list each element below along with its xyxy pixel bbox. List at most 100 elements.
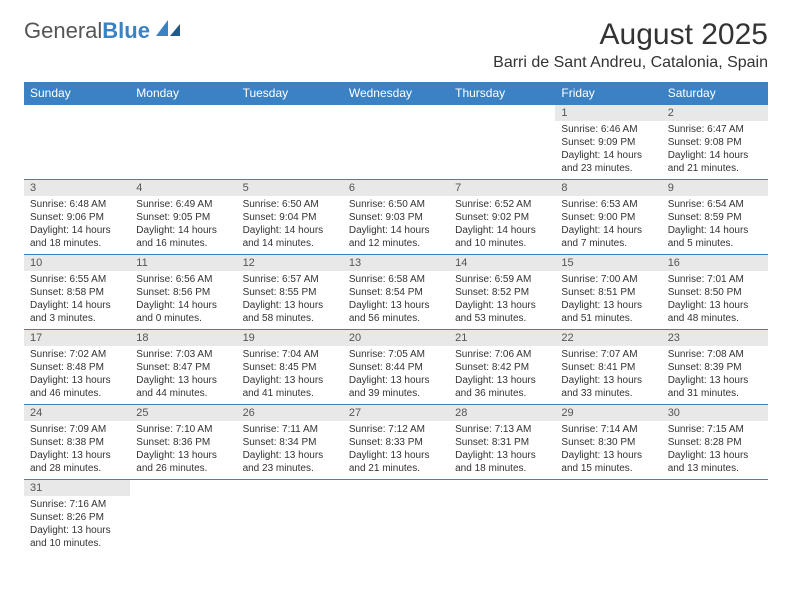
sunset-text: Sunset: 8:51 PM (561, 286, 655, 299)
day-number-cell: 3 (24, 180, 130, 197)
sunrise-text: Sunrise: 6:57 AM (243, 273, 337, 286)
day-content-cell (662, 496, 768, 554)
sunset-text: Sunset: 8:45 PM (243, 361, 337, 374)
day-content-cell (343, 496, 449, 554)
daylight-text: Daylight: 13 hours and 21 minutes. (349, 449, 443, 475)
daylight-text: Daylight: 13 hours and 53 minutes. (455, 299, 549, 325)
daynum-row: 3456789 (24, 180, 768, 197)
day-content-cell: Sunrise: 7:11 AMSunset: 8:34 PMDaylight:… (237, 421, 343, 480)
day-number-cell: 28 (449, 405, 555, 422)
daynum-row: 31 (24, 480, 768, 497)
sunset-text: Sunset: 8:59 PM (668, 211, 762, 224)
daynum-row: 10111213141516 (24, 255, 768, 272)
daynum-row: 12 (24, 105, 768, 122)
sunset-text: Sunset: 8:48 PM (30, 361, 124, 374)
day-number-cell (24, 105, 130, 122)
sunset-text: Sunset: 8:55 PM (243, 286, 337, 299)
daylight-text: Daylight: 13 hours and 58 minutes. (243, 299, 337, 325)
day-number-cell: 12 (237, 255, 343, 272)
daylight-text: Daylight: 13 hours and 23 minutes. (243, 449, 337, 475)
day-number-cell (343, 480, 449, 497)
day-content-cell: Sunrise: 6:46 AMSunset: 9:09 PMDaylight:… (555, 121, 661, 180)
sunrise-text: Sunrise: 7:03 AM (136, 348, 230, 361)
day-content-cell: Sunrise: 7:12 AMSunset: 8:33 PMDaylight:… (343, 421, 449, 480)
daylight-text: Daylight: 14 hours and 21 minutes. (668, 149, 762, 175)
day-number-cell (449, 480, 555, 497)
day-number-cell: 2 (662, 105, 768, 122)
day-content-cell: Sunrise: 6:59 AMSunset: 8:52 PMDaylight:… (449, 271, 555, 330)
content-row: Sunrise: 7:16 AMSunset: 8:26 PMDaylight:… (24, 496, 768, 554)
daylight-text: Daylight: 13 hours and 33 minutes. (561, 374, 655, 400)
content-row: Sunrise: 6:48 AMSunset: 9:06 PM Daylight:… (24, 196, 768, 255)
day-content-cell (24, 121, 130, 180)
day-number-cell: 10 (24, 255, 130, 272)
daylight-text: Daylight: 14 hours and 16 minutes. (136, 224, 230, 250)
day-content-cell (343, 121, 449, 180)
day-number-cell: 24 (24, 405, 130, 422)
day-number-cell (662, 480, 768, 497)
day-number-cell: 14 (449, 255, 555, 272)
day-content-cell: Sunrise: 6:50 AMSunset: 9:04 PMDaylight:… (237, 196, 343, 255)
sunset-text: Sunset: 9:08 PM (668, 136, 762, 149)
sunrise-text: Sunrise: 7:07 AM (561, 348, 655, 361)
day-header: Thursday (449, 82, 555, 105)
sunset-text: Sunset: 8:56 PM (136, 286, 230, 299)
day-number-cell: 1 (555, 105, 661, 122)
daynum-row: 24252627282930 (24, 405, 768, 422)
day-content-cell: Sunrise: 7:06 AMSunset: 8:42 PMDaylight:… (449, 346, 555, 405)
daylight-text: Daylight: 14 hours and 23 minutes. (561, 149, 655, 175)
daylight-text: Daylight: 14 hours and 12 minutes. (349, 224, 443, 250)
sunset-text: Sunset: 8:38 PM (30, 436, 124, 449)
daylight-text: Daylight: 13 hours and 31 minutes. (668, 374, 762, 400)
sunset-text: Sunset: 8:47 PM (136, 361, 230, 374)
day-number-cell: 19 (237, 330, 343, 347)
logo-part1: General (24, 18, 102, 43)
location: Barri de Sant Andreu, Catalonia, Spain (493, 54, 768, 72)
content-row: Sunrise: 7:09 AMSunset: 8:38 PMDaylight:… (24, 421, 768, 480)
sunrise-text: Sunrise: 7:11 AM (243, 423, 337, 436)
day-content-cell: Sunrise: 7:01 AMSunset: 8:50 PMDaylight:… (662, 271, 768, 330)
sunset-text: Sunset: 8:28 PM (668, 436, 762, 449)
sunset-text: Sunset: 8:52 PM (455, 286, 549, 299)
logo-text: GeneralBlue (24, 18, 150, 44)
logo-part2: Blue (102, 18, 150, 43)
day-number-cell: 13 (343, 255, 449, 272)
sunrise-text: Sunrise: 7:05 AM (349, 348, 443, 361)
daylight-text: Daylight: 14 hours and 3 minutes. (30, 299, 124, 325)
day-number-cell: 31 (24, 480, 130, 497)
content-row: Sunrise: 6:55 AMSunset: 8:58 PMDaylight:… (24, 271, 768, 330)
day-content-cell: Sunrise: 6:49 AMSunset: 9:05 PMDaylight:… (130, 196, 236, 255)
sunrise-text: Sunrise: 7:14 AM (561, 423, 655, 436)
daylight-text: Daylight: 13 hours and 48 minutes. (668, 299, 762, 325)
sunrise-text: Sunrise: 6:48 AM (30, 198, 124, 211)
daylight-text: Daylight: 13 hours and 28 minutes. (30, 449, 124, 475)
sunset-text: Sunset: 8:39 PM (668, 361, 762, 374)
title-block: August 2025 Barri de Sant Andreu, Catalo… (493, 18, 768, 72)
calendar-table: SundayMondayTuesdayWednesdayThursdayFrid… (24, 82, 768, 554)
day-number-cell (343, 105, 449, 122)
sunset-text: Sunset: 8:58 PM (30, 286, 124, 299)
sunrise-text: Sunrise: 6:53 AM (561, 198, 655, 211)
day-content-cell: Sunrise: 6:52 AMSunset: 9:02 PMDaylight:… (449, 196, 555, 255)
day-number-cell (449, 105, 555, 122)
daylight-text: Daylight: 13 hours and 15 minutes. (561, 449, 655, 475)
sunset-text: Sunset: 9:06 PM (30, 211, 124, 224)
day-number-cell: 11 (130, 255, 236, 272)
sunrise-text: Sunrise: 7:09 AM (30, 423, 124, 436)
sunset-text: Sunset: 9:05 PM (136, 211, 230, 224)
day-content-cell: Sunrise: 6:57 AMSunset: 8:55 PMDaylight:… (237, 271, 343, 330)
day-number-cell: 17 (24, 330, 130, 347)
daynum-row: 17181920212223 (24, 330, 768, 347)
day-content-cell: Sunrise: 7:05 AMSunset: 8:44 PMDaylight:… (343, 346, 449, 405)
content-row: Sunrise: 6:46 AMSunset: 9:09 PMDaylight:… (24, 121, 768, 180)
day-header: Sunday (24, 82, 130, 105)
sunset-text: Sunset: 8:41 PM (561, 361, 655, 374)
day-content-cell: Sunrise: 6:58 AMSunset: 8:54 PMDaylight:… (343, 271, 449, 330)
daylight-text: Daylight: 13 hours and 46 minutes. (30, 374, 124, 400)
sunset-text: Sunset: 8:54 PM (349, 286, 443, 299)
daylight-text: Daylight: 14 hours and 14 minutes. (243, 224, 337, 250)
day-number-cell: 27 (343, 405, 449, 422)
day-content-cell: Sunrise: 7:09 AMSunset: 8:38 PMDaylight:… (24, 421, 130, 480)
day-number-cell: 18 (130, 330, 236, 347)
day-content-cell: Sunrise: 7:03 AMSunset: 8:47 PMDaylight:… (130, 346, 236, 405)
